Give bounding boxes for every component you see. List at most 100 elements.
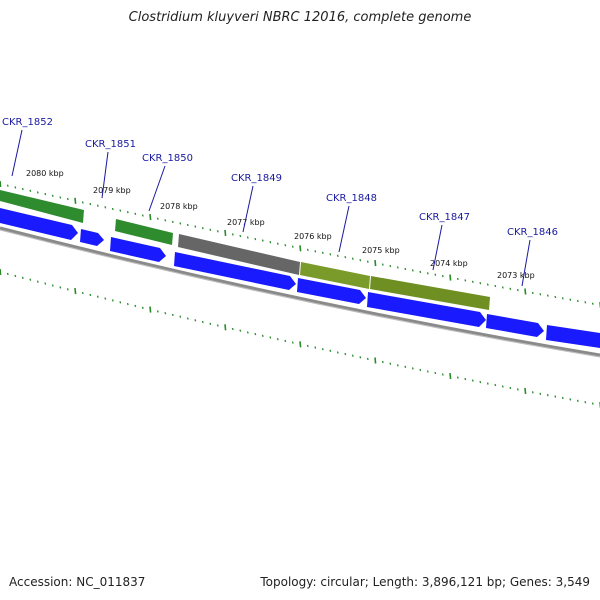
upper-tick-78 <box>584 301 587 304</box>
leader-ckr1851 <box>101 151 109 199</box>
cds-arrow-5 <box>297 278 366 304</box>
upper-tick-26 <box>194 225 197 228</box>
upper-tick-65 <box>486 283 489 286</box>
lower-tick-40 <box>299 341 302 348</box>
upper-tick-15 <box>111 207 114 211</box>
lower-tick-29 <box>216 324 219 327</box>
lower-tick-59 <box>441 373 444 376</box>
lower-tick-74 <box>554 395 557 398</box>
lower-tick-22 <box>164 312 167 315</box>
lower-tick-12 <box>89 293 92 297</box>
map-title: Clostridium kluyveri NBRC 12016, complet… <box>128 10 472 25</box>
lower-tick-79 <box>591 402 594 405</box>
gene-label-ckr1847: CKR_1847 <box>419 212 470 223</box>
upper-tick-44 <box>329 253 332 256</box>
upper-tick-30 <box>224 229 227 236</box>
cds-arrow-4 <box>174 252 296 290</box>
lower-tick-69 <box>516 388 519 391</box>
lower-tick-4 <box>29 278 32 281</box>
feature-gray-ckr1849 <box>178 234 300 275</box>
lower-tick-7 <box>51 284 54 287</box>
feature-olive-ckr1848 <box>300 262 370 289</box>
upper-tick-34 <box>254 237 257 241</box>
upper-tick-77 <box>576 299 579 303</box>
upper-tick-59 <box>441 274 444 278</box>
kbp-label-2077: 2077 kbp <box>227 218 265 227</box>
upper-tick-54 <box>404 267 407 271</box>
upper-tick-75 <box>561 297 564 300</box>
gene-label-ckr1852: CKR_1852 <box>2 117 53 128</box>
lower-tick-23 <box>171 313 174 317</box>
genome-summary-text: Topology: circular; Length: 3,896,121 bp… <box>260 575 590 589</box>
upper-tick-57 <box>426 272 429 275</box>
lower-tick-77 <box>576 399 579 402</box>
upper-tick-62 <box>464 279 467 282</box>
lower-tick-16 <box>119 301 122 304</box>
upper-tick-67 <box>501 286 504 289</box>
lower-tick-52 <box>389 362 392 365</box>
lower-tick-28 <box>209 322 212 325</box>
lower-tick-68 <box>509 386 512 390</box>
lower-tick-5 <box>36 280 39 283</box>
gene-label-ckr1849: CKR_1849 <box>231 173 282 184</box>
upper-tick-16 <box>119 209 122 212</box>
upper-tick-37 <box>276 242 279 245</box>
cds-arrow-3 <box>110 237 166 262</box>
kbp-label-2075: 2075 kbp <box>362 246 400 255</box>
gene-label-ckr1850: CKR_1850 <box>142 153 193 164</box>
lower-tick-32 <box>239 329 242 332</box>
lower-tick-55 <box>411 367 414 370</box>
lower-tick-14 <box>104 297 107 300</box>
lower-tick-43 <box>321 348 324 351</box>
genome-backbone-shadow <box>0 229 600 358</box>
upper-tick-45 <box>336 254 339 257</box>
upper-tick-7 <box>51 194 54 197</box>
lower-tick-57 <box>426 370 429 373</box>
lower-tick-70 <box>524 387 527 394</box>
upper-tick-5 <box>36 191 39 194</box>
lower-tick-56 <box>419 368 422 372</box>
lower-tick-78 <box>584 401 587 404</box>
upper-tick-27 <box>201 227 204 230</box>
upper-tick-41 <box>306 248 309 251</box>
upper-tick-35 <box>261 239 264 242</box>
upper-tick-9 <box>66 197 69 201</box>
gene-labels: CKR_1852 CKR_1851 CKR_1850 CKR_1849 CKR_… <box>2 117 558 238</box>
lower-tick-42 <box>314 346 317 349</box>
upper-tick-40 <box>299 245 302 252</box>
lower-tick-58 <box>434 371 437 375</box>
upper-tick-66 <box>494 284 497 288</box>
lower-tick-11 <box>81 291 84 295</box>
gene-label-ckr1848: CKR_1848 <box>326 193 377 204</box>
upper-tick-17 <box>126 211 129 214</box>
cds-arrow-2 <box>80 229 104 246</box>
lower-tick-53 <box>396 364 399 367</box>
feature-green-ckr1852 <box>0 190 84 223</box>
upper-tick-69 <box>516 288 519 292</box>
upper-tick-73 <box>546 294 549 297</box>
lower-tick-8 <box>59 286 62 289</box>
upper-tick-23 <box>171 220 174 224</box>
upper-tick-22 <box>164 219 167 222</box>
kbp-label-2079: 2079 kbp <box>93 186 131 195</box>
upper-tick-19 <box>141 214 144 217</box>
upper-tick-3 <box>21 187 24 191</box>
lower-tick-37 <box>276 338 279 341</box>
upper-tick-56 <box>419 270 422 274</box>
lower-tick-20 <box>149 306 152 313</box>
lower-tick-33 <box>246 331 249 334</box>
upper-tick-55 <box>411 269 414 272</box>
upper-tick-70 <box>524 288 527 295</box>
upper-tick-31 <box>231 233 234 236</box>
upper-tick-14 <box>104 206 107 209</box>
lower-tick-9 <box>66 288 69 291</box>
lower-tick-41 <box>306 344 309 348</box>
upper-tick-6 <box>44 192 47 196</box>
lower-tick-71 <box>531 391 534 394</box>
upper-tick-25 <box>186 223 189 227</box>
lower-tick-73 <box>546 394 549 397</box>
lower-tick-44 <box>329 349 332 352</box>
lower-tick-61 <box>456 376 459 379</box>
lower-tick-54 <box>404 365 407 368</box>
